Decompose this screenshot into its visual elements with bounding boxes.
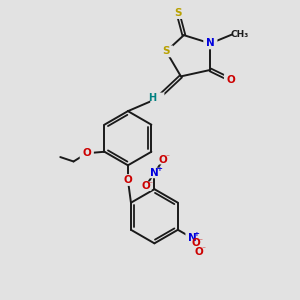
Text: ⁻: ⁻ (166, 152, 170, 161)
Text: +: + (156, 166, 162, 172)
FancyBboxPatch shape (148, 168, 161, 178)
Text: ⁻: ⁻ (201, 245, 206, 254)
Text: O: O (82, 148, 91, 158)
FancyBboxPatch shape (159, 46, 173, 57)
FancyBboxPatch shape (80, 147, 94, 159)
Text: N: N (206, 38, 215, 48)
Text: N: N (150, 168, 159, 178)
FancyBboxPatch shape (171, 7, 185, 19)
Text: O: O (226, 75, 235, 85)
Text: N: N (188, 233, 196, 243)
Text: +: + (194, 231, 200, 237)
Text: S: S (174, 8, 182, 18)
FancyBboxPatch shape (185, 232, 198, 243)
FancyBboxPatch shape (150, 93, 164, 104)
Text: O: O (195, 247, 203, 257)
Text: ⁻: ⁻ (148, 179, 152, 188)
Text: O: O (141, 181, 150, 191)
Text: O: O (124, 175, 132, 185)
Text: O: O (192, 238, 201, 248)
FancyBboxPatch shape (140, 182, 152, 191)
FancyBboxPatch shape (224, 74, 238, 86)
FancyBboxPatch shape (121, 174, 135, 186)
FancyBboxPatch shape (203, 38, 218, 49)
FancyBboxPatch shape (190, 239, 202, 248)
Text: O: O (159, 155, 168, 165)
FancyBboxPatch shape (193, 248, 205, 257)
Text: H: H (148, 94, 156, 103)
Text: S: S (162, 46, 170, 56)
Text: CH₃: CH₃ (231, 30, 249, 39)
Text: ⁻: ⁻ (199, 237, 203, 246)
FancyBboxPatch shape (158, 155, 169, 164)
